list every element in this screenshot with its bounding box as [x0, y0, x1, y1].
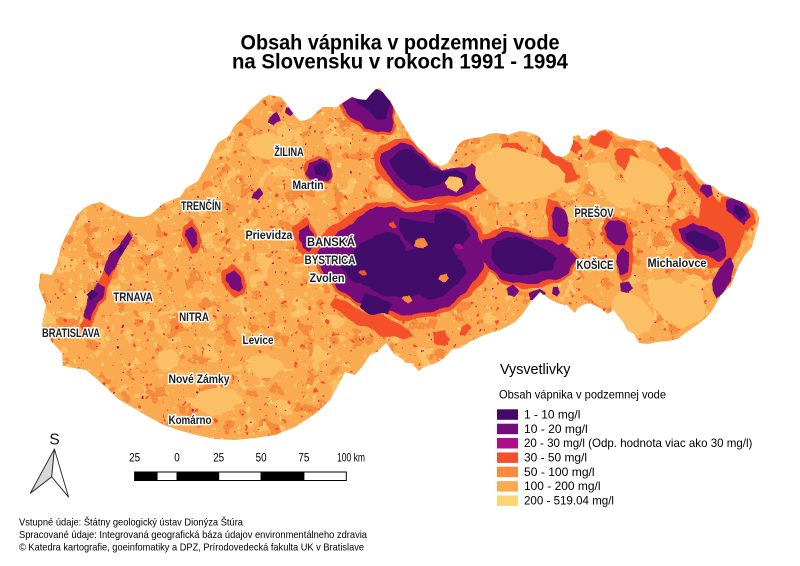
svg-text:Spracované údaje: Integrovaná: Spracované údaje: Integrovaná geografick…: [19, 529, 367, 541]
svg-text:Vysvetlivky: Vysvetlivky: [500, 362, 571, 378]
svg-text:20 - 30 mg/l (Odp. hodnota via: 20 - 30 mg/l (Odp. hodnota viac ako 30 m…: [524, 436, 752, 450]
svg-text:KOŠICE: KOŠICE: [577, 259, 614, 272]
svg-text:10 - 20 mg/l: 10 - 20 mg/l: [524, 422, 588, 436]
svg-text:Martin: Martin: [293, 180, 324, 192]
svg-text:TRENČÍN: TRENČÍN: [181, 200, 221, 213]
svg-text:25: 25: [129, 451, 140, 465]
svg-text:na Slovensku v rokoch 1991 - 1: na Slovensku v rokoch 1991 - 1994: [232, 50, 568, 74]
svg-text:100 - 200 mg/l: 100 - 200 mg/l: [524, 479, 601, 493]
svg-text:30 - 50 mg/l: 30 - 50 mg/l: [524, 451, 587, 465]
svg-text:Prievidza: Prievidza: [246, 230, 294, 242]
svg-text:ŽILINA: ŽILINA: [274, 146, 303, 159]
svg-text:Zvolen: Zvolen: [310, 273, 345, 285]
svg-text:Vstupné údaje: Štátny geologic: Vstupné údaje: Štátny geologický ústav D…: [19, 516, 243, 529]
svg-text:0: 0: [174, 451, 180, 465]
svg-text:1 - 10 mg/l: 1 - 10 mg/l: [524, 408, 580, 422]
svg-text:25: 25: [213, 451, 224, 465]
svg-text:© Katedra kartografie, goeinfo: © Katedra kartografie, goeinfomatiky a D…: [19, 542, 364, 554]
svg-text:NITRA: NITRA: [179, 312, 209, 324]
svg-text:50: 50: [256, 451, 267, 465]
svg-text:Nové Zámky: Nové Zámky: [169, 374, 231, 386]
svg-text:BYSTRICA: BYSTRICA: [305, 255, 356, 267]
svg-text:Michalovce: Michalovce: [648, 258, 707, 270]
svg-text:BRATISLAVA: BRATISLAVA: [42, 328, 100, 340]
svg-text:TRNAVA: TRNAVA: [113, 292, 153, 304]
svg-text:Levice: Levice: [243, 335, 274, 347]
svg-text:Komárno: Komárno: [169, 415, 212, 427]
svg-text:Obsah vápnika v podzemnej vode: Obsah vápnika v podzemnej vode: [241, 31, 560, 55]
svg-text:50 - 100 mg/l: 50 - 100 mg/l: [524, 465, 595, 479]
svg-text:PREŠOV: PREŠOV: [575, 207, 614, 220]
svg-text:75: 75: [298, 451, 309, 465]
svg-text:100 km: 100 km: [337, 451, 365, 465]
svg-text:BANSKÁ: BANSKÁ: [307, 236, 355, 249]
svg-text:S: S: [49, 432, 59, 449]
svg-text:200 - 519.04 mg/l: 200 - 519.04 mg/l: [524, 494, 614, 508]
svg-text:Obsah vápnika v podzemnej vode: Obsah vápnika v podzemnej vode: [499, 388, 666, 402]
